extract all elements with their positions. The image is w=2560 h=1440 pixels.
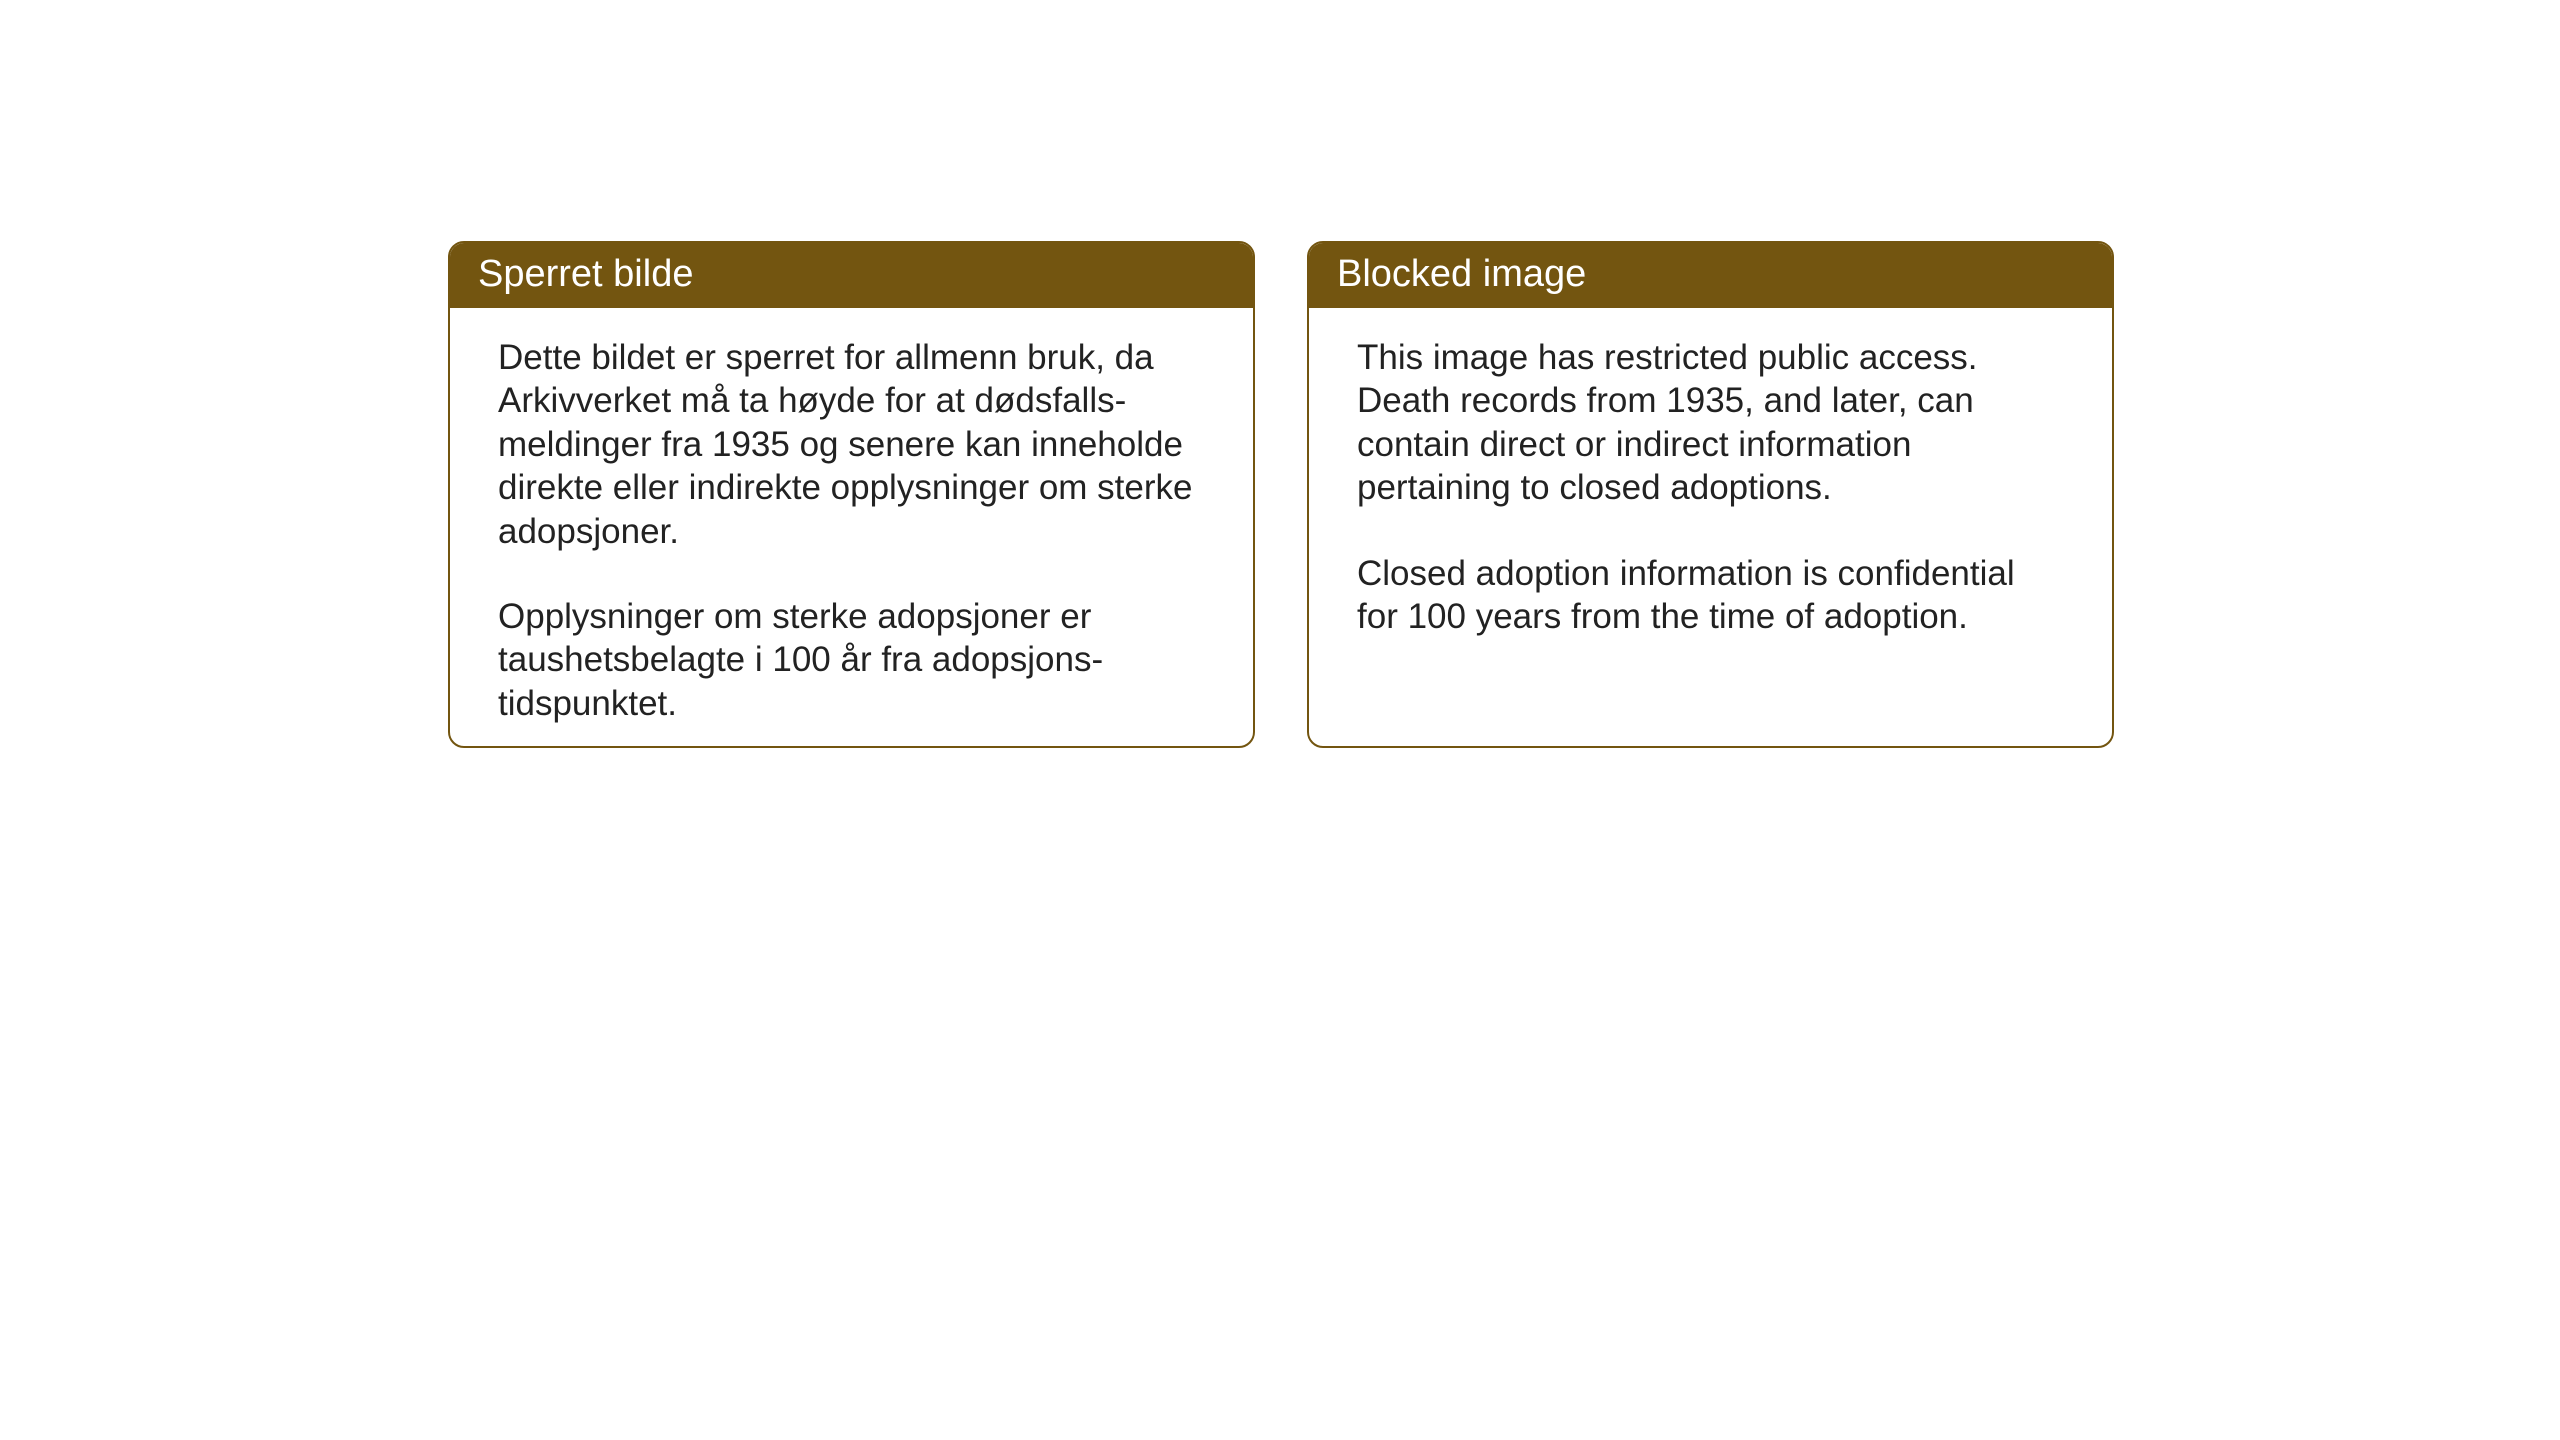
card-english-title: Blocked image [1337,253,1586,295]
card-english-body: This image has restricted public access.… [1309,308,2112,678]
card-norwegian: Sperret bilde Dette bildet er sperret fo… [448,241,1255,748]
card-english: Blocked image This image has restricted … [1307,241,2114,748]
card-norwegian-paragraph-1: Dette bildet er sperret for allmenn bruk… [498,336,1205,553]
card-norwegian-title: Sperret bilde [478,253,693,295]
card-norwegian-paragraph-2: Opplysninger om sterke adopsjoner er tau… [498,595,1205,725]
card-norwegian-body: Dette bildet er sperret for allmenn bruk… [450,308,1253,748]
card-english-paragraph-2: Closed adoption information is confident… [1357,552,2064,639]
card-container: Sperret bilde Dette bildet er sperret fo… [0,0,2560,748]
card-norwegian-header: Sperret bilde [450,243,1253,308]
card-english-paragraph-1: This image has restricted public access.… [1357,336,2064,510]
card-english-header: Blocked image [1309,243,2112,308]
